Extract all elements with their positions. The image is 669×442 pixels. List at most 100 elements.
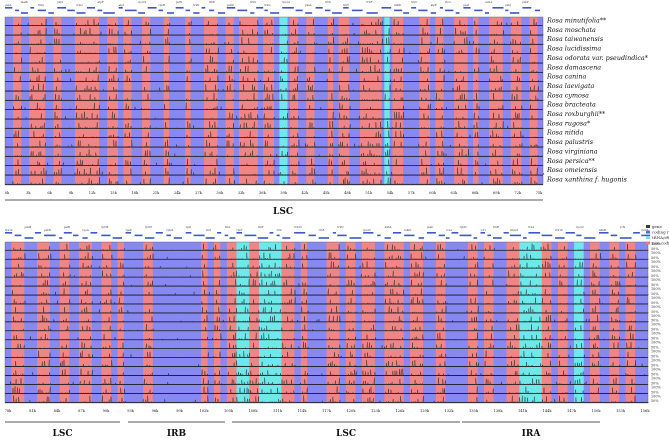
axis-tick-label: 30k <box>216 191 224 195</box>
trna-rrna-band <box>236 242 250 403</box>
percent-100-label: 100% <box>651 394 661 398</box>
noncoding-band <box>510 17 522 185</box>
gene-arrow <box>270 12 280 14</box>
percent-100-label: 100% <box>651 269 661 273</box>
noncoding-band <box>263 17 274 185</box>
axis-tick-label: 15k <box>110 191 118 195</box>
noncoding-band <box>625 242 636 403</box>
percent-100-label: 100% <box>651 305 661 309</box>
trna-rrna-band <box>384 17 390 185</box>
axis-tick-label: 120k <box>346 409 356 413</box>
gene-name-label: psbF <box>522 0 529 4</box>
gene-arrow <box>269 232 274 234</box>
identity-curve <box>4 270 649 278</box>
gene-arrow <box>509 12 520 14</box>
noncoding-band <box>281 242 295 403</box>
gene-arrow <box>147 7 157 9</box>
gene-arrow <box>445 237 450 239</box>
gene-arrow <box>455 12 460 14</box>
gene-arrow <box>67 9 75 12</box>
gene-name-label: psbJ <box>505 3 511 7</box>
gene-arrow <box>250 12 255 14</box>
gene-arrow <box>315 7 323 9</box>
axis-tick-label: 129k <box>420 409 430 413</box>
gene-annotation-track: rps12 psbB psbN petB rpoA rpl36 rps8 rpl16 rpl22… <box>5 225 651 239</box>
percent-50-label: 50% <box>651 310 659 314</box>
noncoding-band <box>11 242 25 403</box>
percent-100-label: 100% <box>651 296 661 300</box>
gene-name-label: petB <box>64 225 70 229</box>
axis-tick-label: 153k <box>616 409 626 413</box>
gene-arrow <box>145 237 155 239</box>
axis-tick-label: 144k <box>542 409 552 413</box>
noncoding-band <box>142 17 151 185</box>
axis-tick-label: 51k <box>365 191 373 195</box>
noncoding-band <box>360 17 382 185</box>
axis-tick-label: 63k <box>451 191 459 195</box>
identity-curve <box>4 46 543 54</box>
gene-arrow <box>237 9 248 12</box>
identity-curve <box>4 332 648 341</box>
bottom-region-bar: LSC IRB LSC IRA <box>5 421 600 439</box>
gene-name-label: rrn4.5 <box>510 228 519 232</box>
region-label: IRA <box>522 429 542 438</box>
percent-100-label: 100% <box>651 287 661 291</box>
gene-name-label: rpl23 <box>641 228 648 232</box>
gene-name-label: trnV <box>411 0 417 4</box>
gene-name-label: rpl36 <box>101 225 108 229</box>
gene-arrow <box>193 234 205 237</box>
gene-name-label: psbD <box>227 3 234 7</box>
gene-arrow <box>63 232 72 234</box>
gene-name-label: atpF <box>98 0 104 4</box>
gene-arrow <box>76 12 86 14</box>
gene-arrow <box>492 7 504 9</box>
gene-arrow <box>503 232 509 234</box>
noncoding-band <box>435 17 444 185</box>
panel-frame <box>4 16 544 186</box>
noncoding-band <box>74 17 100 185</box>
top-region-bar: LSC <box>5 199 543 217</box>
identity-curve <box>4 278 648 287</box>
gene-name-label: trnA <box>528 225 534 229</box>
noncoding-band <box>506 242 520 403</box>
noncoding-band <box>419 17 431 185</box>
axis-tick-label: 141k <box>518 409 528 413</box>
identity-curve <box>4 243 650 251</box>
noncoding-band <box>300 242 308 403</box>
percent-50-label: 50% <box>651 301 659 305</box>
axis-tick-label: 96k <box>152 409 160 413</box>
gene-arrow <box>337 234 347 237</box>
identity-curve <box>4 83 544 92</box>
percent-50-label: 50% <box>651 247 659 251</box>
gene-arrow <box>155 232 163 234</box>
percent-100-label: 100% <box>651 260 661 264</box>
gene-name-label: rrn16 <box>555 228 563 232</box>
noncoding-band <box>489 17 503 185</box>
legend-swatch <box>646 236 650 239</box>
gene-arrow <box>445 9 454 12</box>
gene-arrow <box>118 7 123 9</box>
noncoding-band <box>590 242 600 403</box>
gene-arrow <box>256 7 264 9</box>
gene-arrow <box>565 232 575 234</box>
gene-arrow <box>418 237 424 239</box>
gene-arrow <box>257 237 269 239</box>
gene-arrow <box>325 9 331 12</box>
axis-tick-label: 90k <box>103 409 111 413</box>
noncoding-band <box>384 242 404 403</box>
identity-curve <box>4 386 648 394</box>
gene-name-label: psbB <box>25 225 32 229</box>
noncoding-band <box>37 242 50 403</box>
gene-name-label: trnQ <box>38 3 44 7</box>
gene-name-label: psbI <box>57 0 63 4</box>
percent-50-label: 50% <box>651 283 659 287</box>
gene-arrow <box>175 7 184 9</box>
gene-arrow <box>224 234 229 237</box>
noncoding-band <box>226 242 237 403</box>
gene-name-label: ndhB <box>599 228 606 232</box>
gene-name-label: rpl32 <box>460 225 467 229</box>
noncoding-band <box>338 17 350 185</box>
axis-tick-label: 57k <box>408 191 416 195</box>
gene-arrow <box>44 234 56 237</box>
